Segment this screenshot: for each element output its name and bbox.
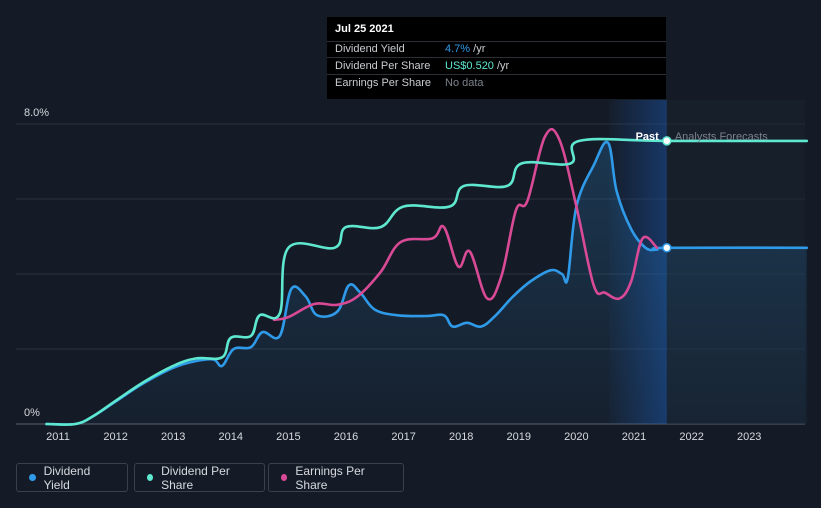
- legend-item-dividend-per-share[interactable]: Dividend Per Share: [134, 463, 265, 492]
- x-tick-label: 2022: [679, 431, 703, 443]
- x-axis: 2011 2012 2013 2014 2015 2016 2017 2018 2019 2020…: [46, 431, 761, 443]
- tooltip-marker: [662, 243, 672, 253]
- past-label: Past: [636, 131, 660, 143]
- tooltip-label: Earnings Per Share: [335, 77, 431, 89]
- tooltip-unit: /yr: [493, 60, 510, 72]
- legend-label: Dividend Per Share: [161, 463, 230, 492]
- legend-dot-icon: [281, 474, 288, 481]
- tooltip-date: Jul 25 2021: [335, 23, 394, 35]
- x-tick-label: 2018: [449, 431, 473, 443]
- legend-dot-icon: [147, 474, 154, 481]
- tooltip-value: US$0.520: [445, 60, 494, 72]
- series-lines: [45, 127, 809, 426]
- x-tick-label: 2015: [276, 431, 300, 443]
- tooltip-row-earnings-per-share: Earnings Per Share No data: [335, 75, 660, 91]
- tooltip-divider: [327, 57, 666, 58]
- tooltip-row-dividend-yield: Dividend Yield 4.7% /yr: [335, 41, 660, 57]
- hover-tooltip: Jul 25 2021 Dividend Yield 4.7% /yr Divi…: [327, 17, 666, 99]
- x-tick-label: 2013: [161, 431, 185, 443]
- tooltip-divider: [327, 74, 666, 75]
- tooltip-markers: [662, 136, 672, 253]
- x-tick-label: 2017: [391, 431, 415, 443]
- tooltip-label: Dividend Yield: [335, 43, 405, 55]
- forecast-label: Analysts Forecasts: [675, 131, 768, 143]
- x-tick-label: 2016: [334, 431, 358, 443]
- tooltip-value: No data: [445, 77, 484, 89]
- dividend-yield-area: [46, 141, 807, 425]
- x-tick-label: 2014: [219, 431, 243, 443]
- tooltip-value: 4.7%: [445, 43, 471, 55]
- legend-label: Earnings Per Share: [295, 463, 365, 492]
- x-tick-label: 2023: [737, 431, 761, 443]
- tooltip-divider: [327, 41, 666, 42]
- x-tick-label: 2012: [103, 431, 127, 443]
- dividend-per-share-line: [45, 137, 809, 426]
- legend-label: Dividend Yield: [43, 463, 91, 492]
- tooltip-marker: [662, 136, 672, 146]
- x-tick-label: 2011: [46, 431, 70, 443]
- tooltip-label: Dividend Per Share: [335, 60, 431, 72]
- x-tick-label: 2021: [622, 431, 646, 443]
- y-tick-label-bottom: 0%: [24, 407, 40, 419]
- earnings-per-share-line: [272, 127, 659, 322]
- y-tick-label-top: 8.0%: [24, 107, 49, 119]
- x-tick-label: 2019: [507, 431, 531, 443]
- legend-dot-icon: [29, 474, 36, 481]
- legend-item-earnings-per-share[interactable]: Earnings Per Share: [268, 463, 404, 492]
- tooltip-row-dividend-per-share: Dividend Per Share US$0.520 /yr: [335, 58, 660, 74]
- tooltip-unit: /yr: [470, 43, 486, 55]
- legend-item-dividend-yield[interactable]: Dividend Yield: [16, 463, 128, 492]
- x-tick-label: 2020: [564, 431, 588, 443]
